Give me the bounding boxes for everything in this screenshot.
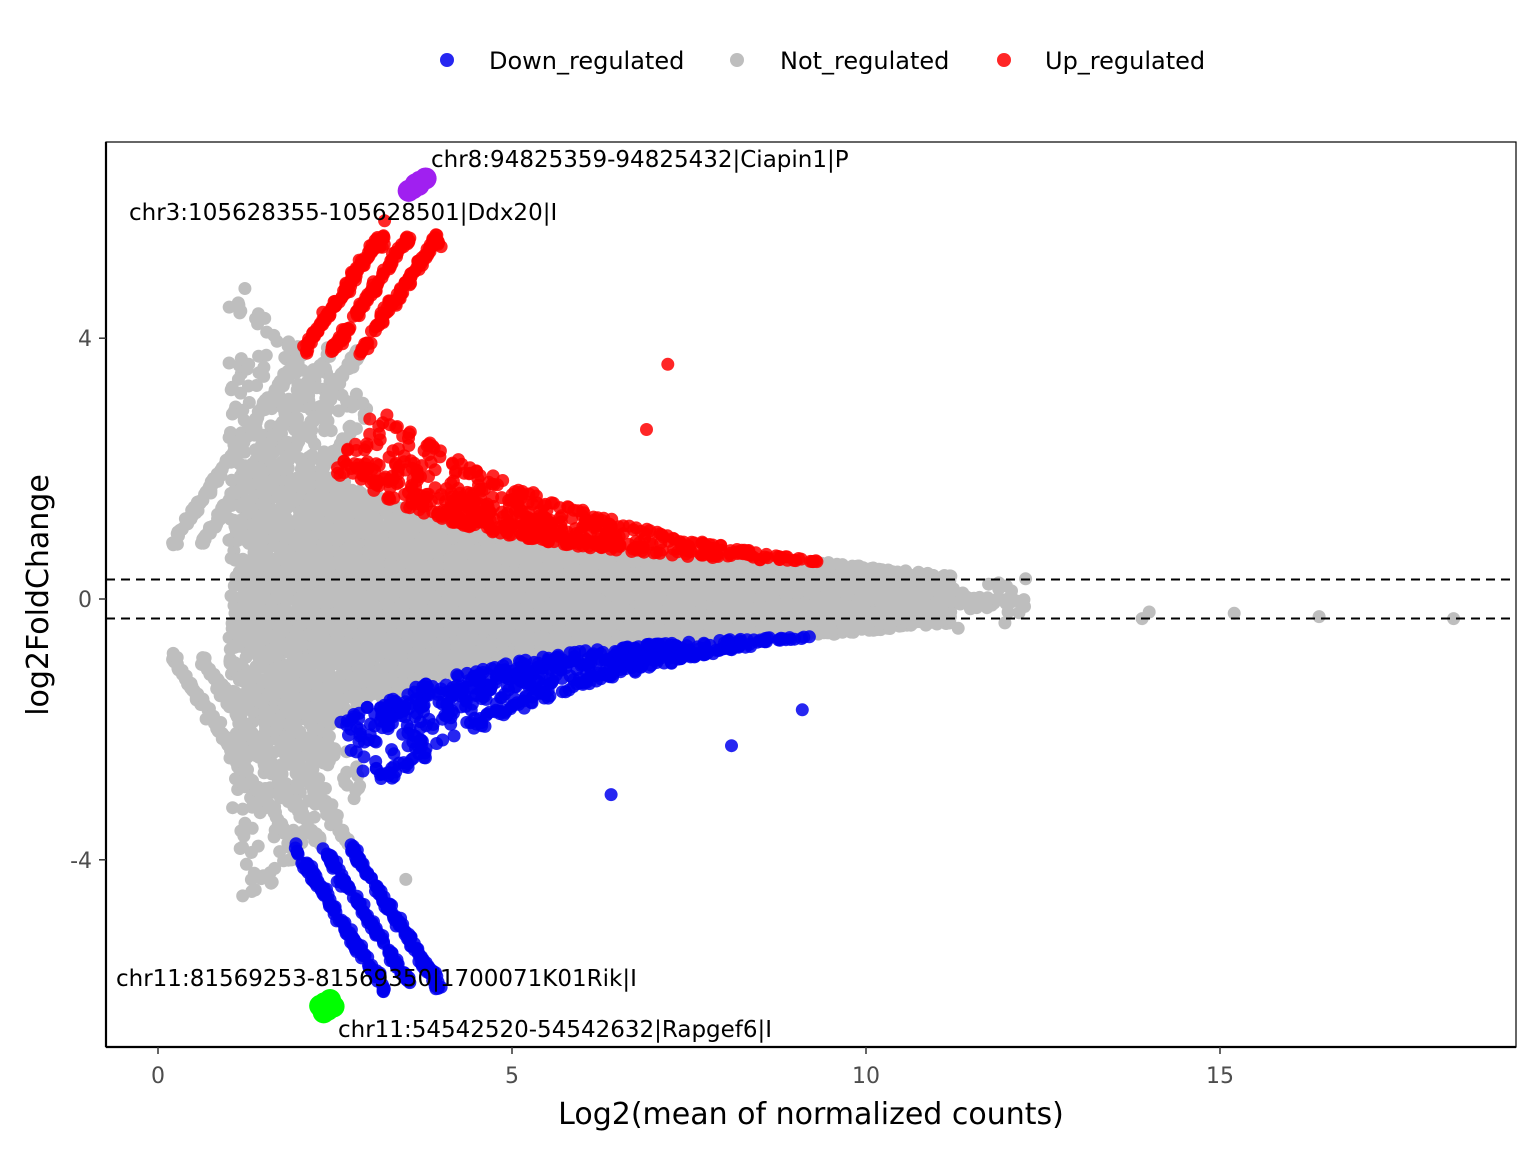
legend-key-not: [730, 53, 744, 67]
legend-label-down: Down_regulated: [489, 47, 684, 75]
legend-label-up: Up_regulated: [1045, 47, 1205, 75]
legend-label-not: Not_regulated: [780, 47, 949, 75]
legend-key-up: [997, 53, 1011, 67]
points-layer: [166, 214, 1461, 999]
legend: Down_regulated Not_regulated Up_regulate…: [440, 47, 1205, 75]
data-point: [233, 306, 247, 320]
legend-key-down: [440, 53, 454, 67]
data-point: [332, 404, 346, 418]
